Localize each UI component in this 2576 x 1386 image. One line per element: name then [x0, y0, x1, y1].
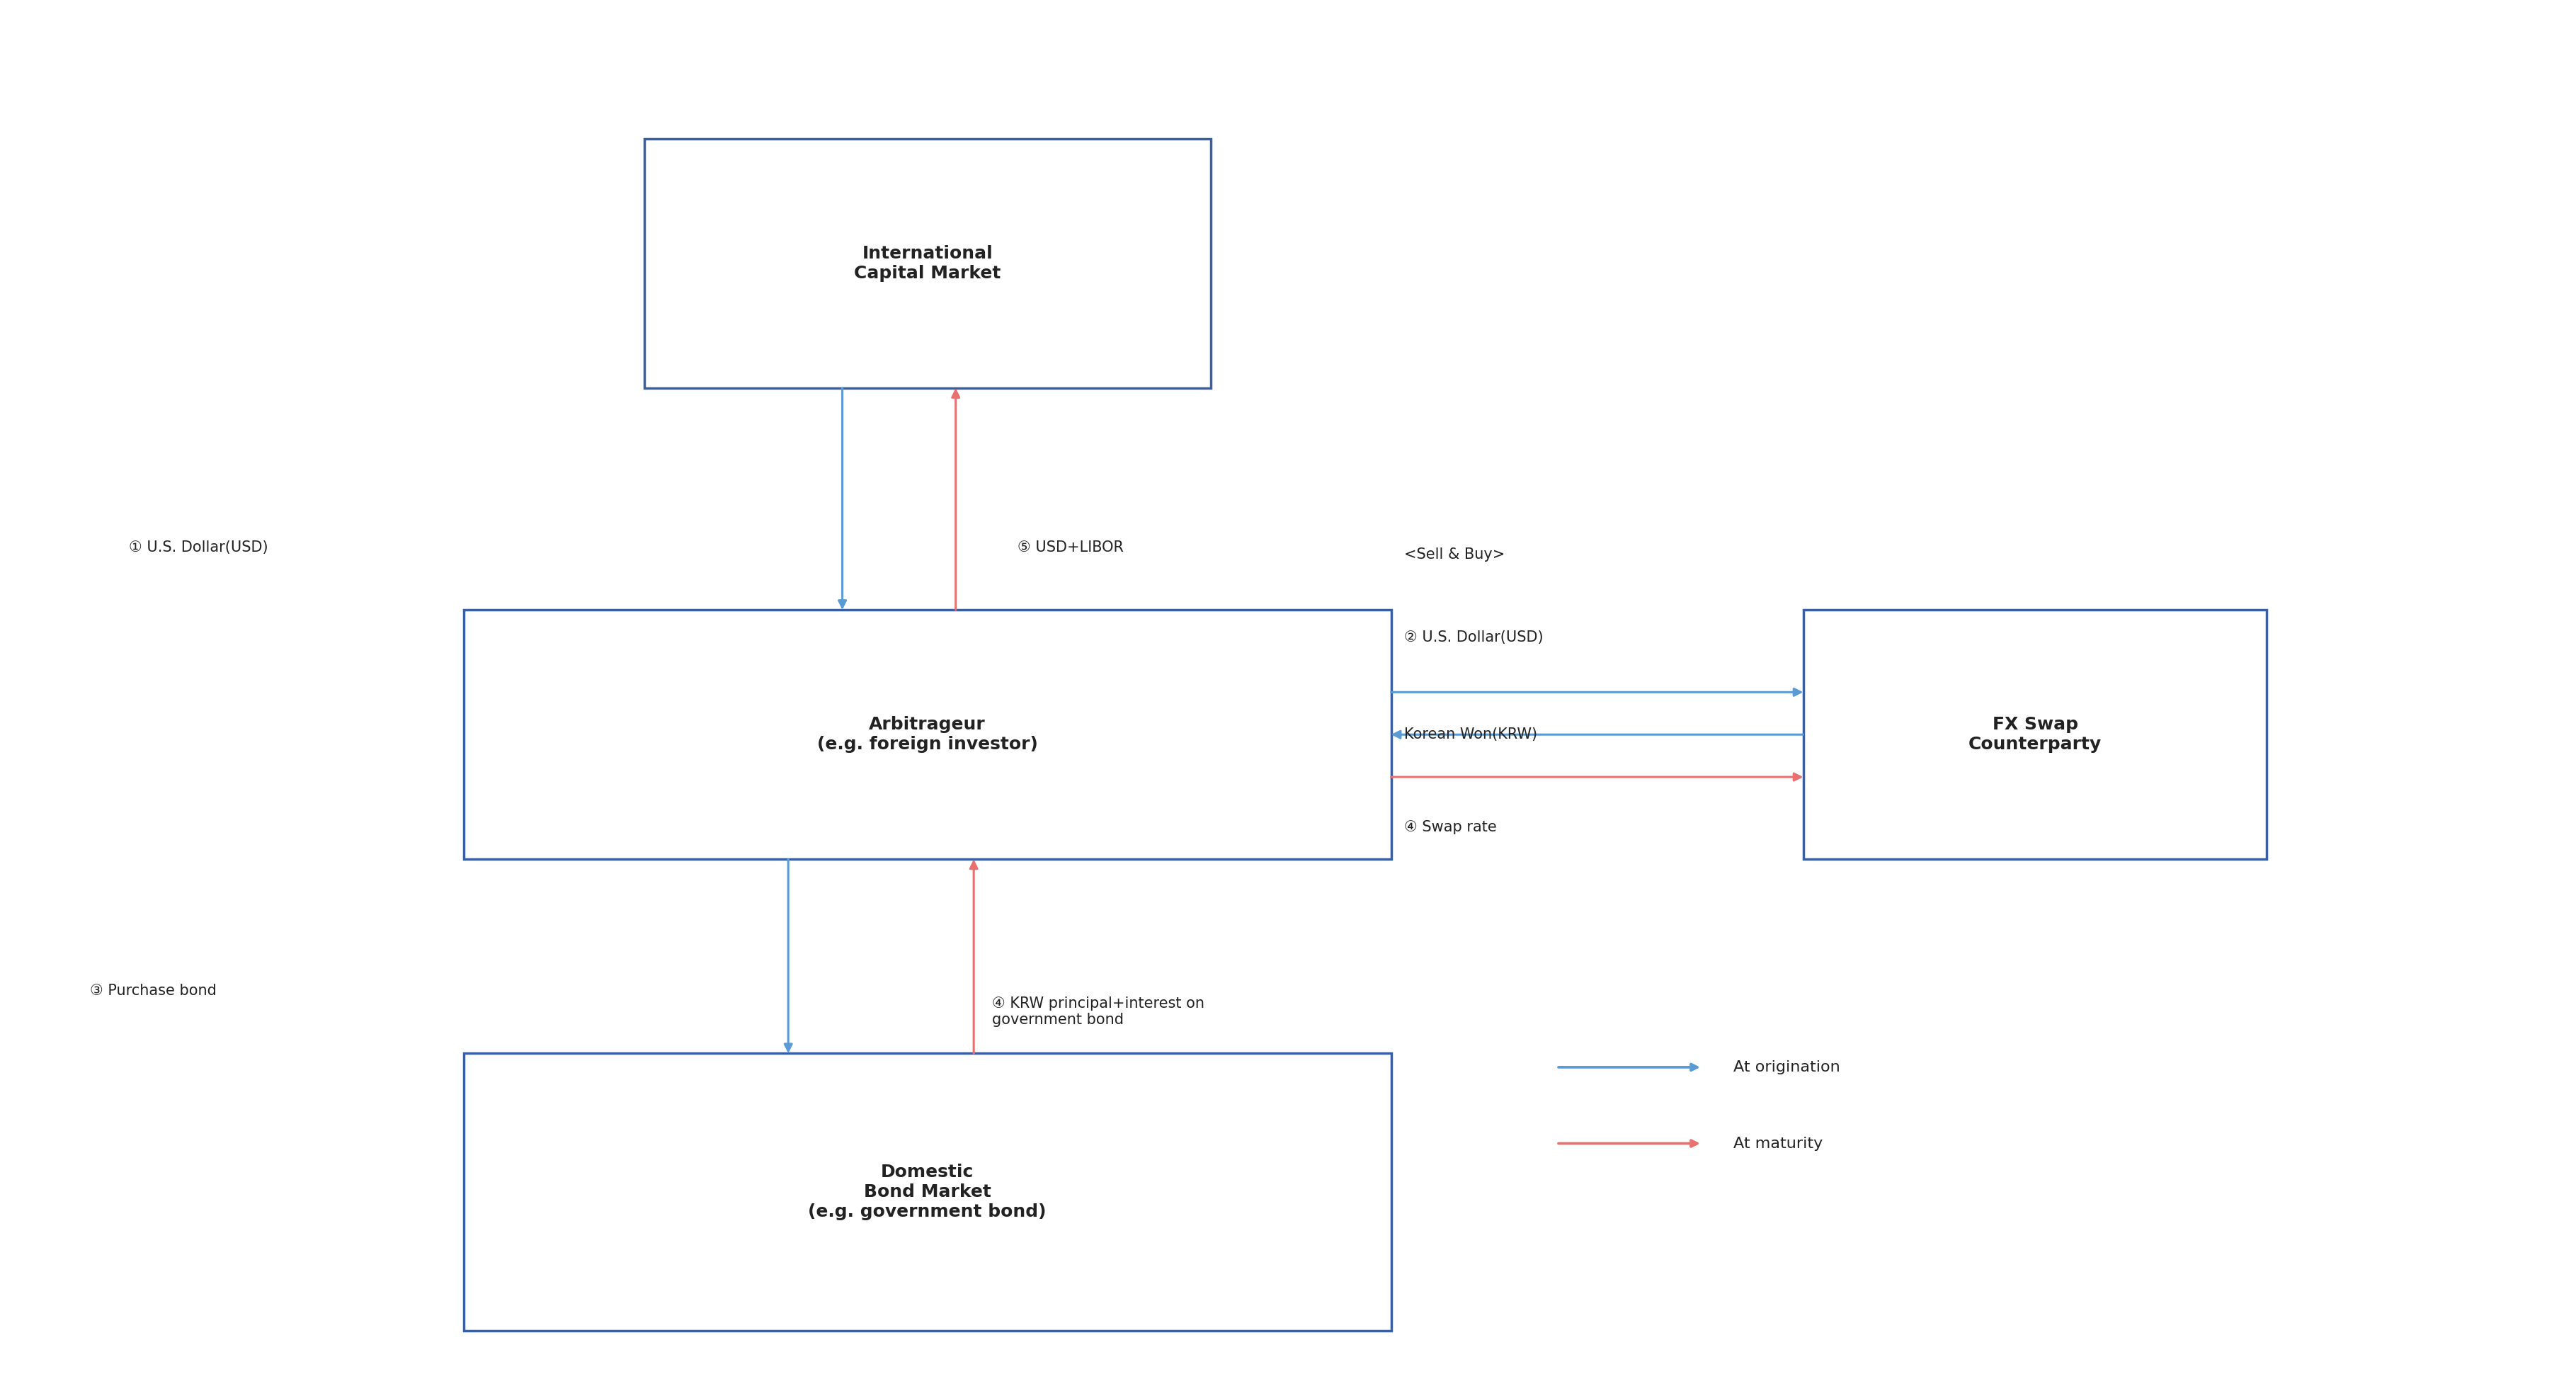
- Text: ② U.S. Dollar(USD): ② U.S. Dollar(USD): [1404, 631, 1543, 644]
- Text: ④ Swap rate: ④ Swap rate: [1404, 821, 1497, 834]
- Text: At maturity: At maturity: [1734, 1137, 1824, 1150]
- FancyBboxPatch shape: [1803, 610, 2267, 859]
- Text: ④ KRW principal+interest on
government bond: ④ KRW principal+interest on government b…: [992, 997, 1203, 1027]
- Text: At origination: At origination: [1734, 1060, 1839, 1074]
- Text: ① U.S. Dollar(USD): ① U.S. Dollar(USD): [129, 541, 268, 554]
- Text: International
Capital Market: International Capital Market: [853, 245, 1002, 281]
- Text: <Sell & Buy>: <Sell & Buy>: [1404, 547, 1504, 561]
- Text: ③ Purchase bond: ③ Purchase bond: [90, 984, 216, 998]
- Text: Korean Won(KRW): Korean Won(KRW): [1404, 728, 1538, 742]
- Text: FX Swap
Counterparty: FX Swap Counterparty: [1968, 717, 2102, 753]
- Text: ⑤ USD+LIBOR: ⑤ USD+LIBOR: [1018, 541, 1123, 554]
- FancyBboxPatch shape: [644, 139, 1211, 388]
- FancyBboxPatch shape: [464, 1053, 1391, 1331]
- Text: Arbitrageur
(e.g. foreign investor): Arbitrageur (e.g. foreign investor): [817, 717, 1038, 753]
- FancyBboxPatch shape: [464, 610, 1391, 859]
- Text: Domestic
Bond Market
(e.g. government bond): Domestic Bond Market (e.g. government bo…: [809, 1164, 1046, 1220]
